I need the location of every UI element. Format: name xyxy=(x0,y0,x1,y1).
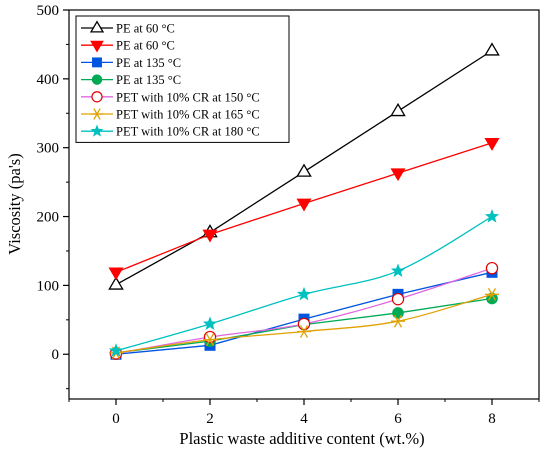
legend-label: PET with 10% CR at 150 °C xyxy=(116,90,260,104)
y-axis-title: Viscosity (pa's) xyxy=(5,153,24,254)
legend-item: PE at 135 °C xyxy=(81,56,181,70)
x-tick-label: 2 xyxy=(206,411,214,427)
legend-label: PET with 10% CR at 180 °C xyxy=(116,125,260,139)
marker-asterisk-stroke xyxy=(205,333,215,347)
marker-triangle-down xyxy=(108,267,124,281)
legend-item: PE at 135 °C xyxy=(81,73,181,87)
legend-item: PET with 10% CR at 165 °C xyxy=(81,108,260,122)
marker-asterisk-stroke xyxy=(393,314,403,328)
y-tick-label: 500 xyxy=(37,3,60,19)
series-line xyxy=(115,267,493,355)
marker-circle-open xyxy=(91,91,103,103)
x-tick-label: 4 xyxy=(300,411,308,427)
marker-star xyxy=(108,343,124,357)
legend-item: PE at 60 °C xyxy=(81,39,175,53)
marker-triangle-up xyxy=(484,42,500,56)
legend-label: PE at 135 °C xyxy=(116,73,181,87)
marker-star xyxy=(202,316,218,331)
marker-star xyxy=(296,286,312,301)
marker-asterisk-stroke xyxy=(299,325,309,338)
legend-label: PE at 60 °C xyxy=(116,39,175,53)
marker-triangle-down xyxy=(390,168,406,182)
series-2 xyxy=(108,138,500,281)
legend-item: PE at 60 °C xyxy=(81,20,175,36)
legend-item: PET with 10% CR at 180 °C xyxy=(81,124,260,139)
marker-star xyxy=(484,209,500,223)
y-tick-label: 0 xyxy=(52,347,60,363)
legend-item: PET with 10% CR at 150 °C xyxy=(81,90,260,104)
series-6 xyxy=(109,287,499,360)
marker-star xyxy=(390,263,406,278)
legend-label: PE at 135 °C xyxy=(116,56,181,70)
marker-triangle-down xyxy=(90,40,104,53)
marker-star xyxy=(90,124,104,137)
marker-triangle-down xyxy=(202,229,218,243)
marker-triangle-up xyxy=(89,20,105,33)
series-line xyxy=(115,271,493,355)
marker-circle xyxy=(392,307,404,319)
axes: 0 2 4 6 8 0 100 200 300 400 500 xyxy=(37,3,540,427)
legend-label: PE at 60 °C xyxy=(116,22,175,36)
marker-circle xyxy=(91,74,103,85)
marker-square xyxy=(92,57,102,68)
y-tick-label: 400 xyxy=(37,72,60,88)
y-tick-label: 100 xyxy=(37,278,60,294)
x-axis-title: Plastic waste additive content (wt.%) xyxy=(179,429,424,448)
x-tick-label: 0 xyxy=(112,411,120,427)
x-tick-label: 8 xyxy=(488,411,496,427)
legend-label: PET with 10% CR at 165 °C xyxy=(116,108,260,122)
y-tick-label: 300 xyxy=(37,141,60,157)
legend: PE at 60 °C PE at 60 °C PE at 135 °C PE at … xyxy=(75,15,290,143)
series-7 xyxy=(108,209,500,357)
series-layer xyxy=(108,42,500,360)
marker-circle-open xyxy=(485,261,499,275)
marker-triangle-up xyxy=(390,102,406,117)
marker-circle-open xyxy=(391,292,405,306)
marker-circle-open xyxy=(297,317,311,331)
y-tick-label: 200 xyxy=(37,210,60,226)
marker-asterisk-stroke xyxy=(93,108,101,120)
marker-triangle-up xyxy=(108,276,124,290)
x-tick-label: 6 xyxy=(394,411,402,427)
marker-triangle-up xyxy=(296,163,312,177)
marker-triangle-down xyxy=(296,198,312,212)
marker-triangle-down xyxy=(484,138,500,151)
marker-asterisk-stroke xyxy=(487,287,497,301)
